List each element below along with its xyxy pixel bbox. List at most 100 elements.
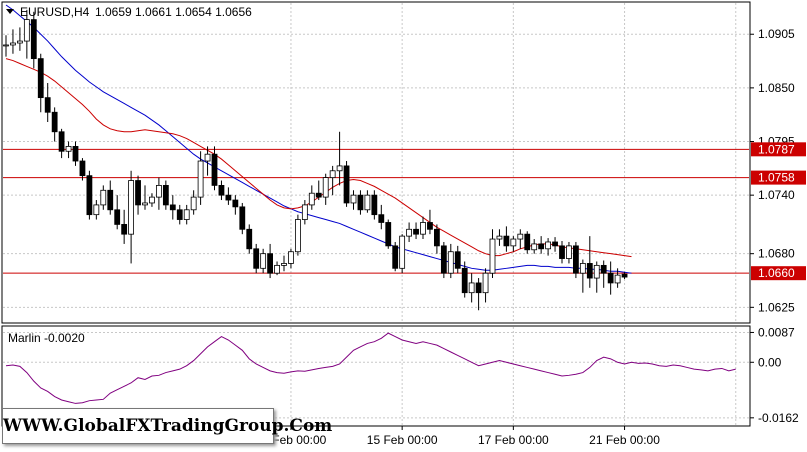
candle-35 [246,224,253,254]
candle-body [593,264,600,279]
candle-body [239,206,246,230]
candle-64 [447,243,454,279]
candle-32 [225,187,232,205]
candle-body [343,165,350,204]
level-tag-label: 1.0660 [758,266,795,280]
candle-body [378,214,385,223]
candle-body [322,177,329,198]
candle-body [218,185,225,196]
candle-84 [586,236,593,288]
candle-57 [399,234,406,274]
candle-10 [72,141,79,166]
candle-body [315,192,322,198]
x-tick-label: 17 Feb 00:00 [478,433,549,447]
candle-body [65,145,72,152]
candle-body [176,209,183,220]
ind-tick-label: -0.0162 [758,411,799,425]
candle-43 [301,200,308,225]
candle-33 [232,195,239,215]
candle-body [114,209,121,225]
level-tag-label: 1.0787 [758,142,795,156]
candle-body [225,194,232,201]
candle-body [607,272,614,284]
candle-body [489,238,496,274]
x-tick-label: 21 Feb 00:00 [589,433,660,447]
candle-body [232,199,239,208]
candle-28 [197,151,204,205]
candle-body [420,222,426,235]
grid-lines [3,3,749,425]
candle-body [93,204,100,216]
candle-48 [336,131,343,186]
candle-body [100,189,107,206]
candle-body [16,40,23,44]
candle-body [204,153,211,162]
candle-body [385,222,392,247]
candle-89 [621,272,628,280]
candle-body [468,282,475,294]
candle-body [37,58,44,99]
ind-tick-label: 0.00 [758,355,782,369]
candle-body [406,228,413,237]
ma-slow-line [5,4,632,274]
candle-15 [107,180,114,215]
candle-body [413,228,419,235]
candle-body [274,264,280,274]
candle-37 [260,248,267,274]
candle-body [72,145,79,162]
main-panel-frame [1,1,751,324]
candle-42 [294,214,301,256]
level-tags: 1.0787 1.0758 1.0660 [751,142,806,281]
candle-38 [267,243,274,279]
candle-body [169,204,176,211]
candle-body [107,189,114,211]
candle-65 [454,245,461,274]
candle-body [475,282,482,294]
candle-body [392,245,399,269]
candle-49 [343,161,350,207]
candle-body [433,228,440,247]
candle-body [545,241,551,250]
candle-body [162,185,169,206]
candle-18 [128,170,135,264]
candle-body [294,219,301,253]
candle-13 [93,200,100,220]
candle-75 [524,231,531,254]
y-tick-label: 1.0850 [758,81,795,95]
candle-85 [593,261,600,293]
candle-21 [149,193,155,207]
chart-menu-triangle-icon[interactable] [6,9,14,14]
candle-88 [614,268,621,288]
candle-86 [600,260,607,288]
candle-40 [281,255,287,272]
candle-9 [65,141,72,159]
candle-79 [552,237,558,252]
candle-78 [545,238,551,256]
candle-body [30,19,37,60]
candle-70 [489,229,496,279]
candle-body [253,248,260,269]
candle-56 [392,241,399,272]
candle-body [364,194,371,211]
candle-51 [357,190,364,215]
candle-23 [162,180,169,210]
candle-83 [579,259,586,293]
candle-body [121,224,128,235]
candle-34 [239,202,246,235]
candle-body [246,228,253,250]
ohlc-label: 1.0659 1.0661 1.0654 1.0656 [95,5,252,19]
candle-24 [169,195,176,220]
indicator-line [5,332,736,404]
candle-body [58,131,65,152]
candle-71 [496,229,503,246]
candle-77 [538,236,545,254]
candle-11 [79,158,86,181]
candle-body [329,170,336,179]
candle-2 [16,27,23,51]
candle-41 [288,248,294,269]
candle-body [336,165,343,172]
candle-31 [218,180,225,201]
candle-body [399,235,406,269]
candle-58 [406,222,413,242]
